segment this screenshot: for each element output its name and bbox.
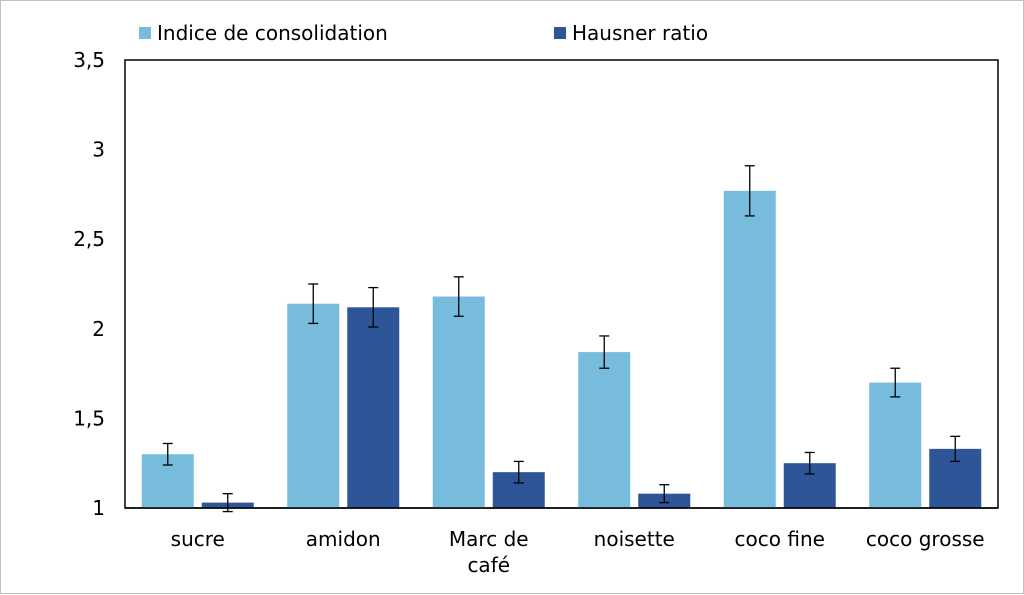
y-tick-label: 3: [92, 138, 105, 162]
x-tick-label: sucre: [171, 527, 225, 551]
y-tick-label: 2,5: [73, 227, 105, 251]
legend-swatch: [554, 27, 566, 39]
y-tick-label: 1: [92, 496, 105, 520]
bar: [869, 382, 922, 508]
y-tick-label: 2: [92, 317, 105, 341]
x-tick-label: café: [467, 553, 510, 577]
bar: [578, 352, 631, 508]
bar: [287, 303, 340, 508]
x-tick-label: noisette: [594, 527, 675, 551]
x-tick-label: coco grosse: [866, 527, 985, 551]
y-tick-label: 3,5: [73, 48, 105, 72]
legend-label: Hausner ratio: [572, 21, 708, 45]
plot-area-border: [124, 59, 999, 509]
bar: [347, 307, 400, 508]
legend-swatch: [139, 27, 151, 39]
x-tick-label: coco fine: [735, 527, 825, 551]
bar: [432, 296, 485, 508]
bar: [723, 190, 776, 509]
x-tick-label: Marc de: [449, 527, 529, 551]
x-tick-label: amidon: [306, 527, 381, 551]
legend-label: Indice de consolidation: [157, 21, 388, 45]
y-tick-label: 1,5: [73, 406, 105, 430]
